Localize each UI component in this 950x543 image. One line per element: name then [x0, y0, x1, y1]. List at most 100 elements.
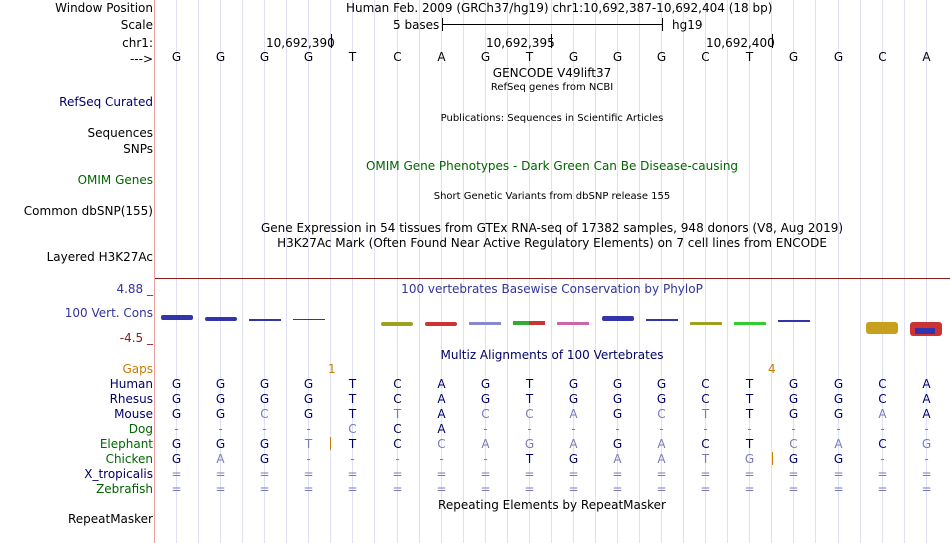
alignment-cell: C: [525, 407, 534, 421]
position-tick-1: 10,692,390: [266, 36, 335, 50]
alignment-cell: A: [922, 392, 931, 406]
repeat-track-label[interactable]: RepeatMasker: [67, 512, 153, 526]
alignment-cell: G: [656, 377, 667, 391]
refseq-track-label[interactable]: RefSeq Curated: [59, 95, 153, 109]
base-guide-line: [838, 0, 839, 543]
species-label-rhesus[interactable]: Rhesus: [109, 392, 153, 406]
alignment-cell: =: [215, 467, 226, 481]
species-label-chicken[interactable]: Chicken: [105, 452, 153, 466]
alignment-cell: G: [612, 377, 623, 391]
species-label-elephant[interactable]: Elephant: [99, 437, 153, 451]
alignment-cell: A: [834, 437, 843, 451]
species-label-human[interactable]: Human: [109, 377, 153, 391]
alignment-cell: =: [480, 482, 491, 496]
gaps-label: Gaps: [122, 362, 153, 376]
cons-track-label[interactable]: 100 Vert. Cons: [64, 306, 153, 320]
alignment-cell: =: [480, 467, 491, 481]
base-guide-line: [904, 0, 905, 543]
snps-track-label[interactable]: SNPs: [123, 142, 153, 156]
alignment-cell: A: [613, 452, 622, 466]
alignment-cell: =: [303, 482, 314, 496]
gtex-track-title[interactable]: Gene Expression in 54 tissues from GTEx …: [260, 221, 844, 235]
alignment-cell: =: [612, 482, 623, 496]
gap-count-1: 1: [328, 362, 336, 376]
alignment-cell: -: [350, 452, 355, 466]
base-guide-line: [639, 0, 640, 543]
alignment-cell: G: [259, 437, 270, 451]
alignment-cell: C: [878, 377, 887, 391]
base-letter: G: [833, 50, 844, 64]
base-guide-line: [198, 0, 199, 543]
alignment-cell: G: [833, 377, 844, 391]
base-letter: G: [788, 50, 799, 64]
gap-count-2: 4: [768, 362, 776, 376]
panel-border: [154, 0, 155, 543]
alignment-cell: A: [657, 452, 666, 466]
cons-logo-upper: [161, 315, 810, 322]
base-guide-line: [485, 0, 486, 543]
omim-track-title[interactable]: OMIM Gene Phenotypes - Dark Green Can Be…: [365, 159, 739, 173]
alignment-cell: A: [878, 407, 887, 421]
alignment-cell: C: [393, 437, 402, 451]
base-guide-line: [397, 0, 398, 543]
base-guide-line: [926, 0, 927, 543]
alignment-cell: C: [437, 437, 446, 451]
base-guide-line: [860, 0, 861, 543]
alignment-cell: G: [921, 437, 932, 451]
alignment-cell: G: [524, 437, 535, 451]
scale-text: 5 bases: [393, 18, 440, 32]
alignment-cell: =: [392, 482, 403, 496]
gencode-track-title[interactable]: GENCODE V49lift37: [492, 66, 612, 80]
cons-max-value: 4.88 _: [116, 282, 153, 296]
repeat-track-title[interactable]: Repeating Elements by RepeatMasker: [438, 498, 666, 512]
base-guide-line: [882, 0, 883, 543]
alignment-cell: G: [788, 452, 799, 466]
alignment-cell: T: [745, 377, 754, 391]
alignment-cell: =: [744, 482, 755, 496]
species-label-x_tropicalis[interactable]: X_tropicalis: [84, 467, 153, 481]
base-guide-line: [330, 0, 331, 543]
position-tick-mark-1: [331, 34, 332, 48]
alignment-cell: A: [216, 452, 225, 466]
alignment-cell: G: [215, 377, 226, 391]
refseq-track-subtitle[interactable]: RefSeq genes from NCBI: [490, 82, 614, 93]
alignment-cell: =: [921, 467, 932, 481]
window-position-value: Human Feb. 2009 (GRCh37/hg19) chr1:10,69…: [346, 1, 773, 15]
base-guide-line: [551, 0, 552, 543]
alignment-cell: =: [215, 482, 226, 496]
species-label-zebrafish[interactable]: Zebrafish: [96, 482, 153, 496]
dbsnp-track-title[interactable]: Short Genetic Variants from dbSNP releas…: [433, 191, 671, 202]
alignment-cell: G: [568, 392, 579, 406]
base-guide-line: [176, 0, 177, 543]
omim-track-label[interactable]: OMIM Genes: [77, 173, 153, 187]
base-letter: T: [525, 50, 534, 64]
base-letter: C: [878, 50, 887, 64]
species-label-mouse[interactable]: Mouse: [114, 407, 153, 421]
sequences-track-label[interactable]: Sequences: [87, 126, 153, 140]
base-guide-line: [374, 0, 375, 543]
dbsnp-track-label[interactable]: Common dbSNP(155): [23, 204, 153, 218]
base-guide-line: [463, 0, 464, 543]
base-guide-line: [507, 0, 508, 543]
alignment-cell: A: [922, 407, 931, 421]
multiz-track-title[interactable]: Multiz Alignments of 100 Vertebrates: [440, 348, 664, 362]
alignment-cell: =: [347, 482, 358, 496]
alignment-cell: T: [701, 407, 710, 421]
cons-track-title[interactable]: 100 vertebrates Basewise Conservation by…: [401, 282, 703, 296]
base-letter: G: [480, 50, 491, 64]
alignment-cell: G: [171, 452, 182, 466]
base-letter: G: [568, 50, 579, 64]
scale-label: Scale: [120, 18, 153, 32]
base-guide-line: [815, 0, 816, 543]
alignment-cell: -: [571, 422, 576, 436]
h3k27-track-title[interactable]: H3K27Ac Mark (Often Found Near Active Re…: [277, 236, 827, 250]
species-label-dog[interactable]: Dog: [128, 422, 153, 436]
alignment-cell: C: [701, 437, 710, 451]
cons-logo-lower: [381, 321, 942, 336]
base-letter: G: [612, 50, 623, 64]
alignment-cell: A: [657, 437, 666, 451]
h3k27-track-label[interactable]: Layered H3K27Ac: [46, 250, 153, 264]
alignment-cell: =: [436, 467, 447, 481]
publications-track-title[interactable]: Publications: Sequences in Scientific Ar…: [440, 113, 664, 124]
alignment-cell: A: [437, 407, 446, 421]
